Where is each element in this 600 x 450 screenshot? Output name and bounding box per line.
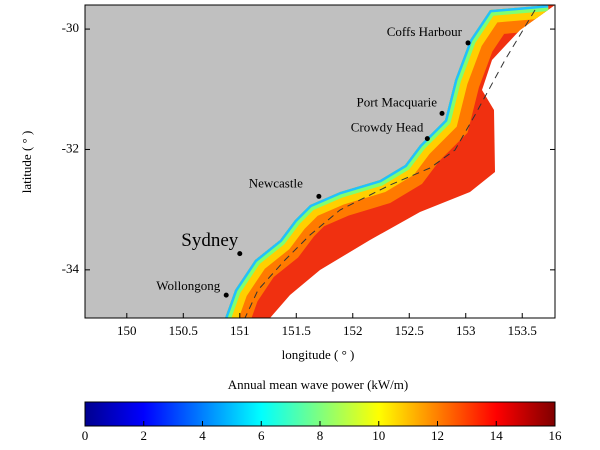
- place-label: Crowdy Head: [351, 120, 424, 135]
- place-marker: [465, 40, 471, 46]
- x-tick-label: 151: [230, 323, 250, 338]
- x-tick-label: 150: [117, 323, 137, 338]
- y-tick-label: -34: [62, 261, 80, 276]
- place-label: Newcastle: [249, 175, 303, 190]
- x-axis-label: longitude ( ° ): [282, 347, 355, 362]
- place-marker: [223, 292, 229, 298]
- place-label: Port Macquarie: [357, 94, 438, 109]
- x-tick-label: 150.5: [169, 323, 198, 338]
- place-label: Sydney: [181, 230, 239, 251]
- colorbar-tick-label: 12: [431, 428, 444, 443]
- x-tick-label: 152: [343, 323, 363, 338]
- colorbar-tick-label: 14: [490, 428, 504, 443]
- place-label: Coffs Harbour: [387, 24, 463, 39]
- place-marker: [316, 193, 322, 199]
- y-tick-label: -32: [62, 140, 79, 155]
- place-label: Wollongong: [156, 278, 220, 293]
- x-tick-label: 153: [456, 323, 476, 338]
- map-area: [85, 5, 555, 318]
- y-axis-label: latitude ( ° ): [19, 131, 34, 194]
- land: [85, 5, 548, 318]
- colorbar-tick-label: 10: [372, 428, 385, 443]
- place-marker: [424, 136, 430, 142]
- colorbar-tick-label: 6: [258, 428, 265, 443]
- colorbar-tick-label: 8: [317, 428, 324, 443]
- colorbar-tick-label: 0: [82, 428, 89, 443]
- x-tick-label: 151.5: [282, 323, 311, 338]
- x-tick-label: 152.5: [395, 323, 424, 338]
- contour-line: [244, 9, 536, 318]
- place-marker: [439, 110, 445, 116]
- colorbar-tick-label: 4: [199, 428, 206, 443]
- colorbar-tick-label: 2: [141, 428, 148, 443]
- colorbar-title: Annual mean wave power (kW/m): [228, 377, 409, 392]
- plot-frame: [84, 4, 556, 319]
- x-tick-label: 153.5: [508, 323, 537, 338]
- y-tick-label: -30: [62, 20, 79, 35]
- colorbar-tick-label: 16: [549, 428, 563, 443]
- place-marker: [237, 251, 243, 257]
